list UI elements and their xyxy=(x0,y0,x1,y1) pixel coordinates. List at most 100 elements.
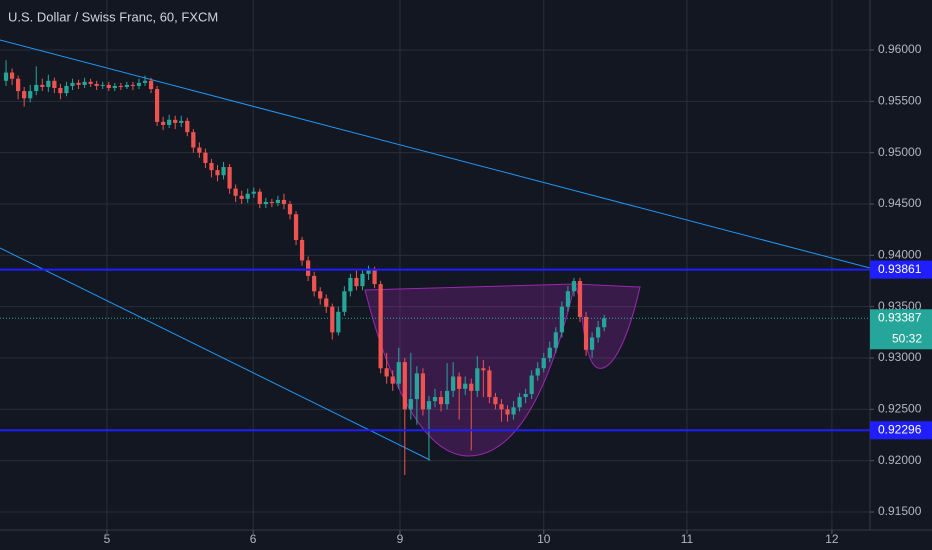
candle-body xyxy=(52,80,57,88)
candle-body xyxy=(384,368,389,377)
y-tick-label: 0.96000 xyxy=(878,42,922,56)
candle-body xyxy=(269,201,274,203)
last-price-bg xyxy=(870,309,932,350)
candle-body xyxy=(511,407,516,415)
candle-body xyxy=(233,188,238,196)
candle-body xyxy=(106,84,111,88)
candle-body xyxy=(209,162,214,171)
candle-body xyxy=(263,201,268,205)
y-tick-label: 0.92000 xyxy=(878,453,922,467)
candle-body xyxy=(40,84,45,87)
y-tick-label: 0.91500 xyxy=(878,504,922,518)
candle-body xyxy=(475,368,480,391)
candle-body xyxy=(469,383,474,391)
candle-body xyxy=(142,80,148,83)
candle-body xyxy=(58,87,63,94)
candle-body xyxy=(34,84,39,92)
candle-body xyxy=(179,120,184,123)
level-label: 0.92296 xyxy=(878,422,922,436)
candles xyxy=(3,60,607,476)
candle-body xyxy=(70,82,75,86)
candle-body xyxy=(173,119,178,123)
candle-body xyxy=(281,199,287,205)
candle-body xyxy=(112,85,117,88)
candle-body xyxy=(541,358,546,369)
candle-body xyxy=(499,404,504,410)
candle-body xyxy=(366,269,371,274)
candle-body xyxy=(136,82,142,86)
candle-body xyxy=(426,401,432,410)
candle-body xyxy=(360,273,365,287)
x-tick-label: 5 xyxy=(104,532,111,546)
candle-body xyxy=(9,72,15,79)
candle-body xyxy=(76,82,81,85)
y-tick-label: 0.95500 xyxy=(878,94,922,108)
y-tick-label: 0.94500 xyxy=(878,196,922,210)
candle-body xyxy=(330,306,335,333)
candle-body xyxy=(535,368,540,376)
candle-body xyxy=(348,277,353,292)
candle-body xyxy=(529,375,534,394)
candle-body xyxy=(130,84,136,86)
candle-body xyxy=(378,284,383,369)
candle-body xyxy=(565,291,571,307)
candle-body xyxy=(596,327,601,338)
candle-body xyxy=(185,120,190,133)
candle-body xyxy=(251,191,256,194)
y-tick-label: 0.95000 xyxy=(878,145,922,159)
candle-body xyxy=(22,91,27,99)
axes: 0.960000.955000.950000.945000.940000.935… xyxy=(104,42,932,546)
candle-body xyxy=(408,399,413,410)
candle-body xyxy=(571,281,577,292)
last-price-label: 0.93387 xyxy=(878,310,922,324)
chart-title: U.S. Dollar / Swiss Franc, 60, FXCM xyxy=(8,9,218,24)
x-tick-label: 10 xyxy=(537,532,551,546)
candle-body xyxy=(414,373,419,400)
countdown: 50:32 xyxy=(892,331,922,345)
candle-body xyxy=(239,195,244,199)
candle-body xyxy=(88,81,93,84)
cup-pattern xyxy=(364,283,641,457)
candle-body xyxy=(293,214,299,240)
candle-body xyxy=(312,275,317,292)
candle-body xyxy=(390,376,395,384)
candle-body xyxy=(438,397,444,405)
candle-body xyxy=(342,291,347,312)
candle-body xyxy=(118,85,123,87)
candle-body xyxy=(275,199,281,203)
candle-body xyxy=(299,239,305,261)
candle-body xyxy=(547,347,552,359)
candle-body xyxy=(493,397,498,405)
candle-body xyxy=(257,191,262,205)
candle-body xyxy=(161,121,166,125)
candle-body xyxy=(16,78,21,92)
x-tick-label: 11 xyxy=(681,532,694,546)
candle-body xyxy=(420,373,426,410)
candle-body xyxy=(28,91,33,99)
candle-body xyxy=(523,393,528,398)
candle-body xyxy=(64,85,69,94)
candle-body xyxy=(227,167,232,189)
candle-body xyxy=(505,409,510,415)
level-label-bg xyxy=(870,421,932,440)
candle-body xyxy=(583,316,589,350)
candle-body xyxy=(203,152,208,163)
level-label-bg xyxy=(870,260,932,279)
candle-body xyxy=(463,383,468,389)
candle-body xyxy=(487,370,492,398)
candle-body xyxy=(432,397,438,402)
candle-body xyxy=(148,80,154,90)
candle-body xyxy=(221,167,226,176)
candle-body xyxy=(82,81,87,85)
candle-body xyxy=(191,132,196,148)
candle-body xyxy=(215,170,220,176)
grid xyxy=(0,0,870,530)
y-tick-label: 0.94000 xyxy=(878,248,922,262)
candle-body xyxy=(3,72,9,81)
candle-body xyxy=(481,368,486,371)
candle-body xyxy=(602,318,607,328)
candle-body xyxy=(559,306,564,333)
candle-body xyxy=(396,362,401,384)
